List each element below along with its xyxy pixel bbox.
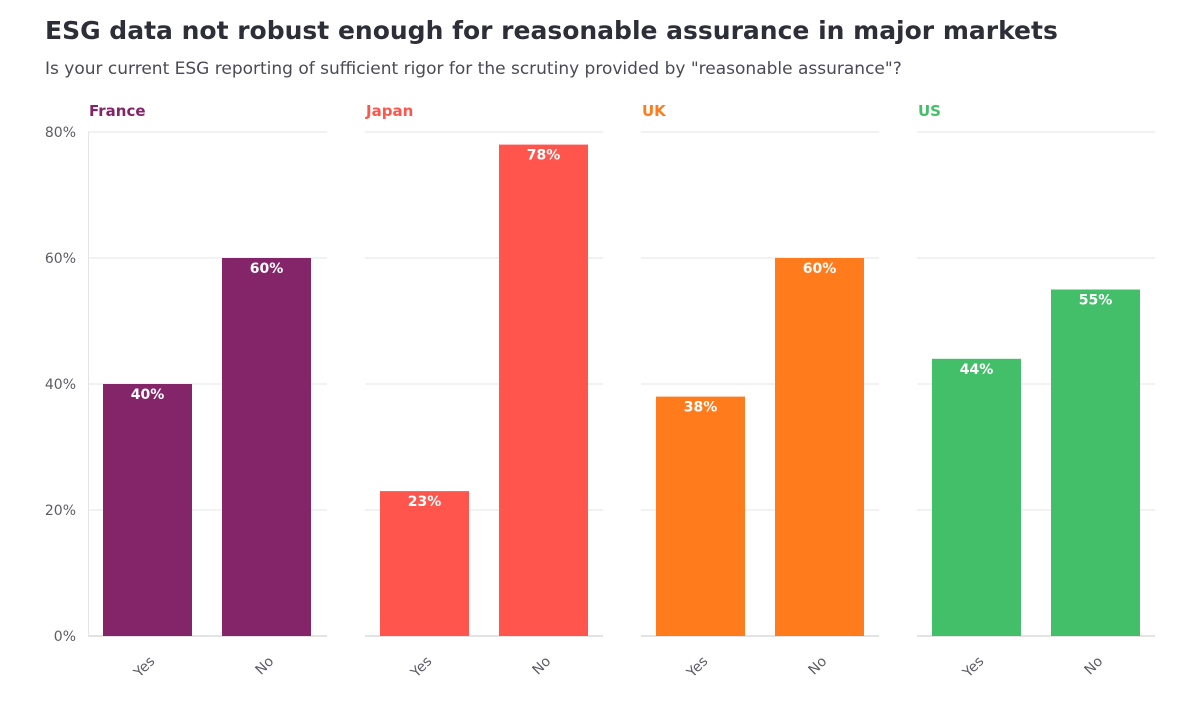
x-tick-label: No (806, 654, 831, 679)
data-label: 60% (250, 261, 284, 277)
panel-label: Japan (365, 102, 413, 120)
panel-label: France (89, 102, 146, 120)
data-label: 44% (960, 362, 994, 378)
x-tick-label: No (253, 654, 278, 679)
bar (775, 258, 864, 636)
y-tick-label: 60% (45, 251, 76, 267)
data-label: 55% (1079, 293, 1113, 309)
y-tick-label: 20% (45, 503, 76, 519)
bar (380, 491, 469, 636)
y-tick-label: 40% (45, 377, 76, 393)
bar (1051, 289, 1140, 636)
y-tick-label: 0% (54, 629, 76, 645)
data-label: 78% (527, 148, 561, 164)
bar (499, 144, 588, 636)
data-label: 23% (408, 494, 442, 510)
x-tick-label: Yes (683, 654, 711, 682)
chart-title: ESG data not robust enough for reasonabl… (45, 16, 1058, 45)
panel-label: US (918, 102, 941, 120)
data-label: 38% (684, 400, 718, 416)
bar (932, 358, 1021, 636)
bar (103, 384, 192, 636)
bar (222, 258, 311, 636)
x-tick-label: Yes (407, 654, 435, 682)
data-label: 40% (131, 387, 165, 403)
y-tick-label: 80% (45, 125, 76, 141)
x-tick-label: No (530, 654, 555, 679)
chart-subtitle: Is your current ESG reporting of suffici… (45, 59, 902, 79)
x-tick-label: Yes (130, 654, 158, 682)
x-tick-label: Yes (959, 654, 987, 682)
data-label: 60% (803, 261, 837, 277)
bar (656, 396, 745, 636)
panel-label: UK (642, 102, 667, 120)
x-tick-label: No (1082, 654, 1107, 679)
